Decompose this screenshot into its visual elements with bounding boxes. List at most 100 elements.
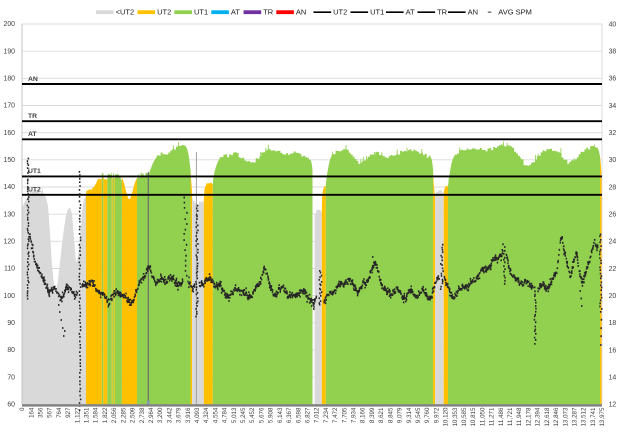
svg-text:12,618: 12,618 — [544, 407, 551, 426]
svg-text:AN: AN — [296, 8, 306, 17]
svg-text:5,013: 5,013 — [231, 407, 238, 423]
svg-text:11,486: 11,486 — [498, 407, 505, 426]
svg-text:567: 567 — [47, 407, 54, 418]
svg-text:4,324: 4,324 — [203, 407, 210, 423]
svg-text:18: 18 — [609, 320, 617, 327]
svg-text:5,676: 5,676 — [259, 407, 266, 423]
svg-text:AT: AT — [406, 8, 415, 17]
svg-text:9,972: 9,972 — [433, 407, 440, 423]
svg-text:60: 60 — [7, 402, 15, 409]
svg-text:8,621: 8,621 — [378, 407, 385, 423]
svg-text:2,285: 2,285 — [120, 407, 127, 423]
svg-text:22: 22 — [609, 266, 617, 273]
svg-text:26: 26 — [609, 212, 617, 219]
svg-text:TR: TR — [263, 8, 274, 17]
svg-text:10,120: 10,120 — [443, 407, 450, 426]
svg-text:38: 38 — [609, 49, 617, 56]
svg-text:13,741: 13,741 — [590, 407, 597, 426]
svg-text:<UT2: <UT2 — [116, 8, 135, 17]
svg-text:90: 90 — [7, 320, 15, 327]
svg-text:2,056: 2,056 — [111, 407, 118, 423]
svg-text:10,353: 10,353 — [452, 407, 459, 426]
svg-text:UT2: UT2 — [333, 8, 347, 17]
svg-text:AT: AT — [231, 8, 240, 17]
svg-text:1,822: 1,822 — [102, 407, 109, 423]
svg-text:3,679: 3,679 — [176, 407, 183, 423]
svg-text:6,367: 6,367 — [286, 407, 293, 423]
svg-text:12,846: 12,846 — [553, 407, 560, 426]
svg-text:764: 764 — [56, 407, 63, 418]
svg-text:6,598: 6,598 — [295, 407, 302, 423]
svg-text:80: 80 — [7, 347, 15, 354]
svg-text:130: 130 — [4, 211, 16, 218]
svg-text:34: 34 — [609, 103, 617, 110]
svg-text:8,845: 8,845 — [387, 407, 394, 423]
svg-text:140: 140 — [4, 184, 16, 191]
svg-text:11,948: 11,948 — [516, 407, 523, 426]
svg-text:4,554: 4,554 — [212, 407, 219, 423]
svg-text:AT: AT — [28, 131, 37, 138]
svg-text:30: 30 — [609, 157, 617, 164]
svg-text:2,509: 2,509 — [130, 407, 137, 423]
svg-text:AN: AN — [28, 76, 38, 83]
svg-text:927: 927 — [65, 407, 72, 418]
svg-text:13,975: 13,975 — [599, 407, 606, 426]
svg-text:120: 120 — [4, 239, 16, 246]
svg-text:9,545: 9,545 — [415, 407, 422, 423]
svg-text:9,079: 9,079 — [397, 407, 404, 423]
svg-text:110: 110 — [4, 266, 15, 273]
svg-text:3,200: 3,200 — [157, 407, 164, 423]
svg-text:8,166: 8,166 — [360, 407, 367, 423]
svg-text:UT2: UT2 — [28, 187, 41, 194]
svg-text:7,472: 7,472 — [332, 407, 339, 423]
svg-text:UT1: UT1 — [194, 8, 208, 17]
svg-text:5,245: 5,245 — [240, 407, 247, 423]
svg-text:UT1: UT1 — [28, 168, 41, 175]
svg-text:11,050: 11,050 — [479, 407, 486, 426]
svg-text:8,399: 8,399 — [369, 407, 376, 423]
svg-text:36: 36 — [609, 76, 617, 83]
svg-text:9,314: 9,314 — [406, 407, 413, 423]
svg-text:10,585: 10,585 — [461, 407, 468, 426]
svg-text:356: 356 — [38, 407, 45, 418]
svg-text:170: 170 — [4, 103, 16, 110]
svg-text:5,452: 5,452 — [249, 407, 256, 423]
svg-text:14: 14 — [609, 374, 617, 381]
svg-text:UT2: UT2 — [157, 8, 171, 17]
svg-text:12,178: 12,178 — [525, 407, 532, 426]
svg-text:AVG SPM: AVG SPM — [498, 8, 532, 17]
svg-text:1,127: 1,127 — [74, 407, 81, 423]
svg-text:1,584: 1,584 — [93, 407, 100, 423]
svg-text:4,784: 4,784 — [222, 407, 229, 423]
svg-text:3,916: 3,916 — [185, 407, 192, 423]
svg-text:13,287: 13,287 — [572, 407, 579, 426]
svg-text:13,073: 13,073 — [562, 407, 569, 426]
svg-text:32: 32 — [609, 130, 617, 137]
svg-text:164: 164 — [28, 407, 35, 418]
svg-text:UT1: UT1 — [370, 8, 384, 17]
svg-text:190: 190 — [4, 48, 16, 55]
svg-text:6,143: 6,143 — [277, 407, 284, 423]
svg-text:0: 0 — [19, 407, 26, 411]
svg-text:20: 20 — [609, 293, 617, 300]
svg-text:200: 200 — [4, 21, 16, 28]
svg-text:28: 28 — [609, 184, 617, 191]
svg-text:7,234: 7,234 — [323, 407, 330, 423]
svg-text:2,738: 2,738 — [139, 407, 146, 423]
svg-text:9,760: 9,760 — [424, 407, 431, 423]
svg-text:1,351: 1,351 — [84, 407, 91, 423]
svg-text:2,964: 2,964 — [148, 407, 155, 423]
svg-text:100: 100 — [4, 293, 16, 300]
svg-text:180: 180 — [4, 76, 16, 83]
svg-text:4,093: 4,093 — [194, 407, 201, 423]
svg-text:7,705: 7,705 — [341, 407, 348, 423]
svg-text:TR: TR — [28, 113, 37, 120]
svg-text:11,271: 11,271 — [489, 407, 496, 426]
svg-text:16: 16 — [609, 347, 617, 354]
svg-text:12,394: 12,394 — [535, 407, 542, 426]
svg-text:13,512: 13,512 — [581, 407, 588, 426]
svg-text:10,815: 10,815 — [470, 407, 477, 426]
svg-text:150: 150 — [4, 157, 16, 164]
svg-text:40: 40 — [609, 21, 617, 28]
svg-text:7,934: 7,934 — [351, 407, 358, 423]
